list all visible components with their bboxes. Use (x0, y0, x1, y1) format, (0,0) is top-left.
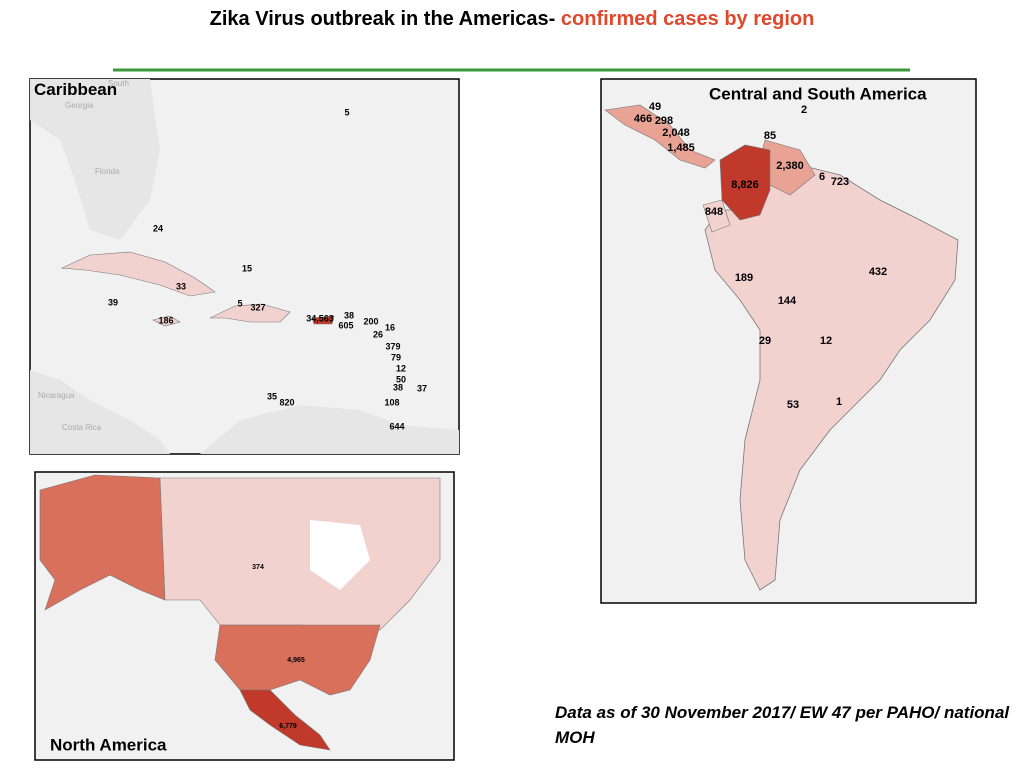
case-count: 1 (836, 396, 842, 408)
place-name: Nicaragua (38, 391, 75, 400)
case-count: 189 (735, 272, 753, 284)
case-count: 2,048 (662, 127, 690, 139)
case-count: 5 (237, 298, 242, 308)
case-count: 53 (787, 399, 799, 411)
case-count: 16 (385, 322, 395, 332)
slide-title: Zika Virus outbreak in the Americas- con… (170, 4, 854, 34)
case-count: 38 (344, 310, 354, 320)
case-count: 186 (158, 315, 173, 325)
case-count: 108 (384, 397, 399, 407)
case-count: 605 (338, 320, 353, 330)
case-count: 33 (176, 281, 186, 291)
case-count: 85 (764, 130, 776, 142)
case-count: 35 (267, 391, 277, 401)
north-america-map: North America (34, 471, 455, 761)
case-count: 723 (831, 176, 849, 188)
case-count: 26 (373, 329, 383, 339)
case-count: 327 (250, 302, 265, 312)
case-count: 5 (344, 107, 349, 117)
footnote: Data as of 30 November 2017/ EW 47 per P… (555, 703, 1010, 747)
case-count: 39 (108, 297, 118, 307)
case-count: 34,563 (306, 313, 334, 323)
case-count: 50 (396, 374, 406, 384)
place-name: Costa Rica (62, 423, 102, 432)
case-count: 374 (252, 564, 264, 571)
case-count: 144 (778, 295, 797, 307)
case-count: 1,485 (667, 142, 695, 154)
case-count: 432 (869, 266, 887, 278)
place-name: South (108, 79, 129, 88)
case-count: 12 (396, 363, 406, 373)
south-america-map: Central and South America (600, 78, 977, 604)
case-count: 12 (820, 335, 832, 347)
case-count: 79 (391, 352, 401, 362)
case-count: 49 (649, 101, 661, 113)
case-count: 8,826 (731, 179, 759, 191)
place-name: Florida (95, 167, 120, 176)
case-count: 6,779 (279, 723, 297, 730)
case-count: 24 (153, 223, 163, 233)
case-count: 644 (389, 421, 404, 431)
case-count: 29 (759, 335, 771, 347)
case-count: 298 (655, 115, 673, 127)
title-highlight: confirmed cases by region (560, 8, 815, 30)
case-count: 379 (385, 341, 400, 351)
case-count: 200 (363, 316, 378, 326)
case-count: 38 (393, 382, 403, 392)
caribbean-map: Caribbean (29, 78, 460, 455)
title-lead: Zika Virus outbreak in the Americas- (209, 8, 556, 30)
case-count: 6 (819, 171, 825, 183)
map-title: Caribbean (34, 80, 117, 99)
case-count: 466 (634, 113, 652, 125)
map-title: North America (50, 735, 167, 754)
case-count: 15 (242, 263, 252, 273)
case-count: 820 (279, 397, 294, 407)
case-count: 848 (705, 206, 723, 218)
case-count: 2,380 (776, 160, 804, 172)
map-title: Central and South America (709, 84, 927, 103)
place-name: Georgia (65, 101, 94, 110)
case-count: 2 (801, 104, 807, 116)
case-count: 4,965 (287, 657, 305, 664)
case-count: 37 (417, 383, 427, 393)
